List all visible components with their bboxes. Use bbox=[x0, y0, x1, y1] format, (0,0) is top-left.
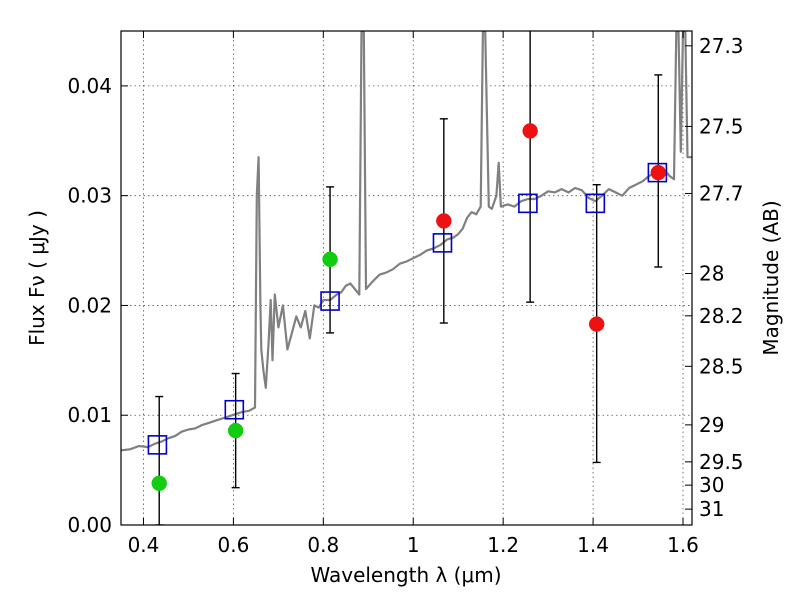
y-tick-label: 0.04 bbox=[67, 74, 112, 98]
model-square-marker bbox=[320, 291, 340, 311]
observed-point-marker bbox=[522, 123, 538, 139]
y-tick-label: 0.01 bbox=[67, 403, 112, 427]
x-tick-label: 1.2 bbox=[487, 533, 519, 557]
observed-point-marker bbox=[588, 316, 605, 332]
y-axis-right-label: Magnitude (AB) bbox=[759, 200, 783, 355]
model-square-series bbox=[147, 162, 668, 455]
y-tick-label: 0.03 bbox=[67, 184, 112, 208]
mag-tick-label: 29 bbox=[699, 413, 724, 437]
x-tick-label: 0.8 bbox=[307, 533, 339, 557]
model-square-marker bbox=[518, 193, 538, 214]
model-square-marker bbox=[224, 399, 245, 420]
y-tick-label: 0.02 bbox=[67, 293, 112, 317]
axis-ticks: 0.4 0.6 0.8 1 1.2 1.4 1.6 0.00 0.01 0.02 0.03 0.04 2… bbox=[67, 31, 744, 557]
plot-frame bbox=[120, 30, 693, 526]
x-axis-label: Wavelength λ (μm) bbox=[310, 563, 501, 587]
observed-point-marker bbox=[650, 164, 667, 181]
model-square-marker bbox=[585, 193, 606, 214]
model-square-marker bbox=[147, 435, 168, 455]
y-tick-label: 0.00 bbox=[67, 513, 112, 537]
model-square-marker bbox=[647, 162, 668, 183]
model-square-marker bbox=[432, 233, 453, 253]
mag-tick-label: 27.3 bbox=[699, 34, 744, 58]
x-tick-label: 1.6 bbox=[667, 533, 699, 557]
mag-tick-label: 29.5 bbox=[699, 450, 744, 474]
grid-lines bbox=[121, 31, 692, 526]
observed-point-marker bbox=[227, 422, 244, 439]
mag-tick-label: 27.7 bbox=[699, 181, 744, 205]
error-bars bbox=[155, 31, 663, 525]
observed-point-marker bbox=[436, 213, 452, 229]
observed-point-series bbox=[151, 123, 667, 492]
x-tick-label: 1.4 bbox=[577, 533, 609, 557]
mag-tick-label: 27.5 bbox=[699, 114, 744, 138]
mag-tick-label: 28 bbox=[699, 262, 724, 286]
plot-content bbox=[121, 31, 692, 525]
observed-point-marker bbox=[151, 475, 167, 492]
mag-tick-label: 31 bbox=[699, 497, 724, 521]
spectrum-series bbox=[121, 31, 692, 452]
observed-point-marker bbox=[322, 251, 338, 268]
mag-tick-label: 28.2 bbox=[699, 304, 744, 328]
y-axis-label: Flux Fν ( μJy ) bbox=[25, 210, 49, 346]
x-tick-label: 0.6 bbox=[217, 533, 249, 557]
x-tick-label: 1 bbox=[407, 533, 420, 557]
spectrum-line bbox=[121, 31, 692, 452]
x-tick-label: 0.4 bbox=[128, 533, 160, 557]
mag-tick-label: 28.5 bbox=[699, 354, 744, 378]
mag-tick-label: 30 bbox=[699, 473, 724, 497]
